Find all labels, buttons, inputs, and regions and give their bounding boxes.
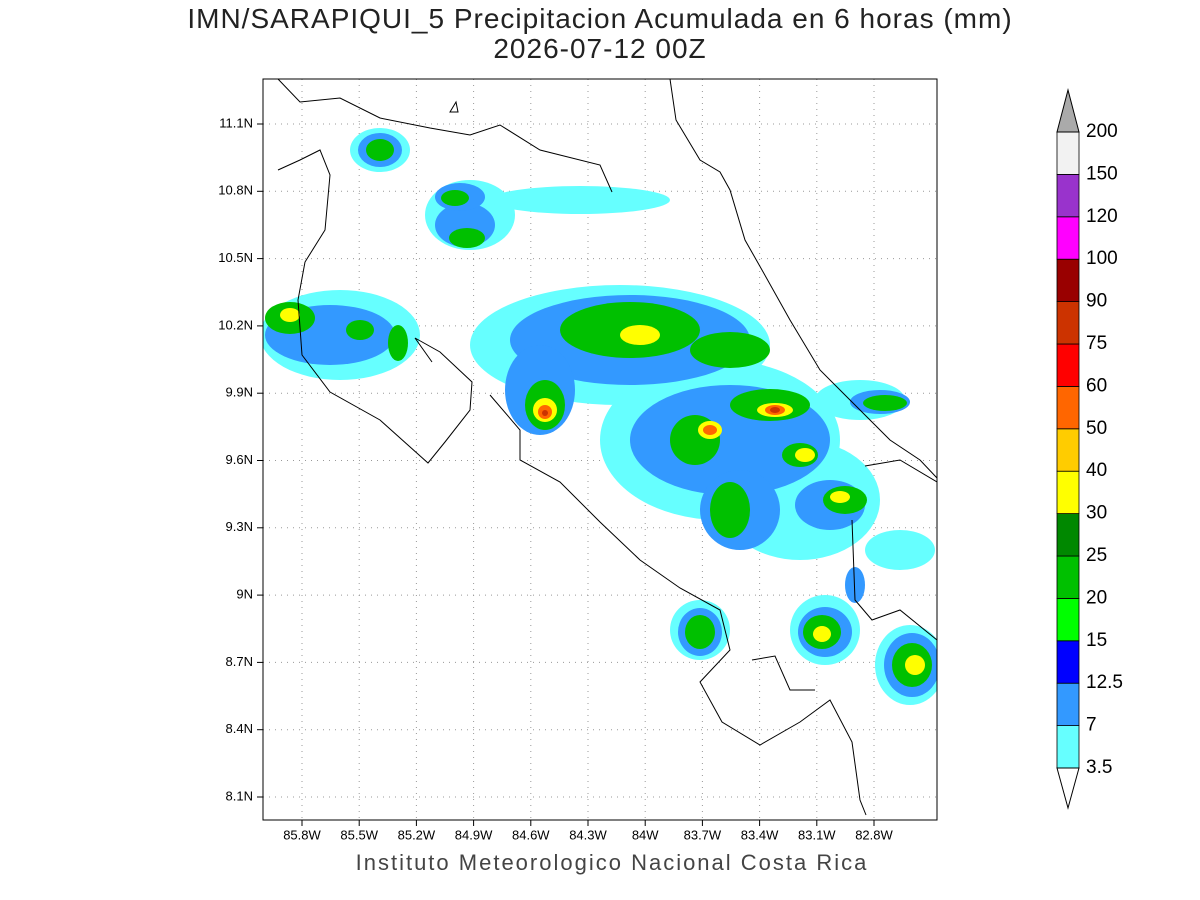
colorbar-swatch — [1056, 301, 1080, 345]
map-title: IMN/SARAPIQUI_5 Precipitacion Acumulada … — [187, 3, 1012, 34]
colorbar-label: 75 — [1086, 333, 1107, 354]
colorbar-swatch — [1056, 258, 1080, 303]
colorbar-label: 60 — [1086, 375, 1107, 396]
colorbar-swatch — [1056, 513, 1080, 557]
colorbar: 3.5 7 12.5 15 20 25 30 40 50 60 75 90 100 120 150 200 — [1056, 88, 1123, 810]
colorbar-swatch — [1056, 343, 1080, 387]
colorbar-under — [1056, 767, 1080, 810]
lat-label: 8.7N — [226, 654, 253, 669]
precip-field — [263, 128, 937, 705]
colorbar-label: 50 — [1086, 418, 1107, 439]
colorbar-label: 30 — [1086, 503, 1107, 524]
colorbar-over — [1056, 88, 1080, 133]
lat-label: 11.1N — [219, 115, 253, 130]
colorbar-swatch — [1056, 470, 1080, 515]
colorbar-swatch — [1056, 640, 1080, 684]
coastlines — [277, 79, 937, 816]
colorbar-label: 100 — [1086, 248, 1118, 269]
footer: Instituto Meteorologico Nacional Costa R… — [356, 850, 869, 875]
lon-label: 84.9W — [455, 827, 493, 842]
colorbar-label: 20 — [1086, 587, 1107, 608]
colorbar-label: 90 — [1086, 291, 1107, 312]
lon-label: 85.8W — [283, 827, 321, 842]
colorbar-label: 12.5 — [1086, 672, 1123, 693]
lon-label: 83.7W — [684, 827, 722, 842]
lat-label: 9N — [236, 587, 253, 602]
lon-label: 82.8W — [855, 827, 893, 842]
colorbar-label: 150 — [1086, 163, 1118, 184]
lon-label: 83.4W — [741, 827, 779, 842]
lat-label: 10.8N — [218, 183, 253, 198]
colorbar-swatch — [1056, 131, 1080, 175]
colorbar-label: 3.5 — [1086, 757, 1112, 778]
colorbar-label: 15 — [1086, 630, 1107, 651]
map-frame — [262, 78, 938, 821]
colorbar-label: 25 — [1086, 545, 1107, 566]
colorbar-label: 40 — [1086, 460, 1107, 481]
lon-label: 84W — [632, 827, 659, 842]
colorbar-swatch — [1056, 682, 1080, 727]
lat-label: 10.2N — [218, 317, 253, 332]
colorbar-swatch — [1056, 385, 1080, 430]
lon-label: 84.6W — [512, 827, 550, 842]
lon-label: 85.5W — [340, 827, 378, 842]
map-subtitle: 2026-07-12 00Z — [493, 33, 706, 64]
lat-label: 8.4N — [226, 721, 253, 736]
colorbar-label: 200 — [1086, 121, 1118, 142]
lat-label: 9.3N — [226, 519, 253, 534]
lon-label: 85.2W — [398, 827, 436, 842]
colorbar-swatch — [1056, 555, 1080, 599]
colorbar-swatch — [1056, 725, 1080, 769]
lon-label: 83.1W — [798, 827, 836, 842]
lon-label: 84.3W — [569, 827, 607, 842]
colorbar-label: 120 — [1086, 206, 1118, 227]
colorbar-swatch — [1056, 173, 1080, 218]
colorbar-swatch — [1056, 216, 1080, 260]
lat-label: 9.6N — [226, 452, 253, 467]
lat-label: 9.9N — [226, 385, 253, 400]
lat-label: 8.1N — [226, 788, 253, 803]
lat-label: 10.5N — [218, 250, 253, 265]
colorbar-swatch — [1056, 428, 1080, 472]
colorbar-swatch — [1056, 598, 1080, 642]
colorbar-label: 7 — [1086, 715, 1097, 736]
